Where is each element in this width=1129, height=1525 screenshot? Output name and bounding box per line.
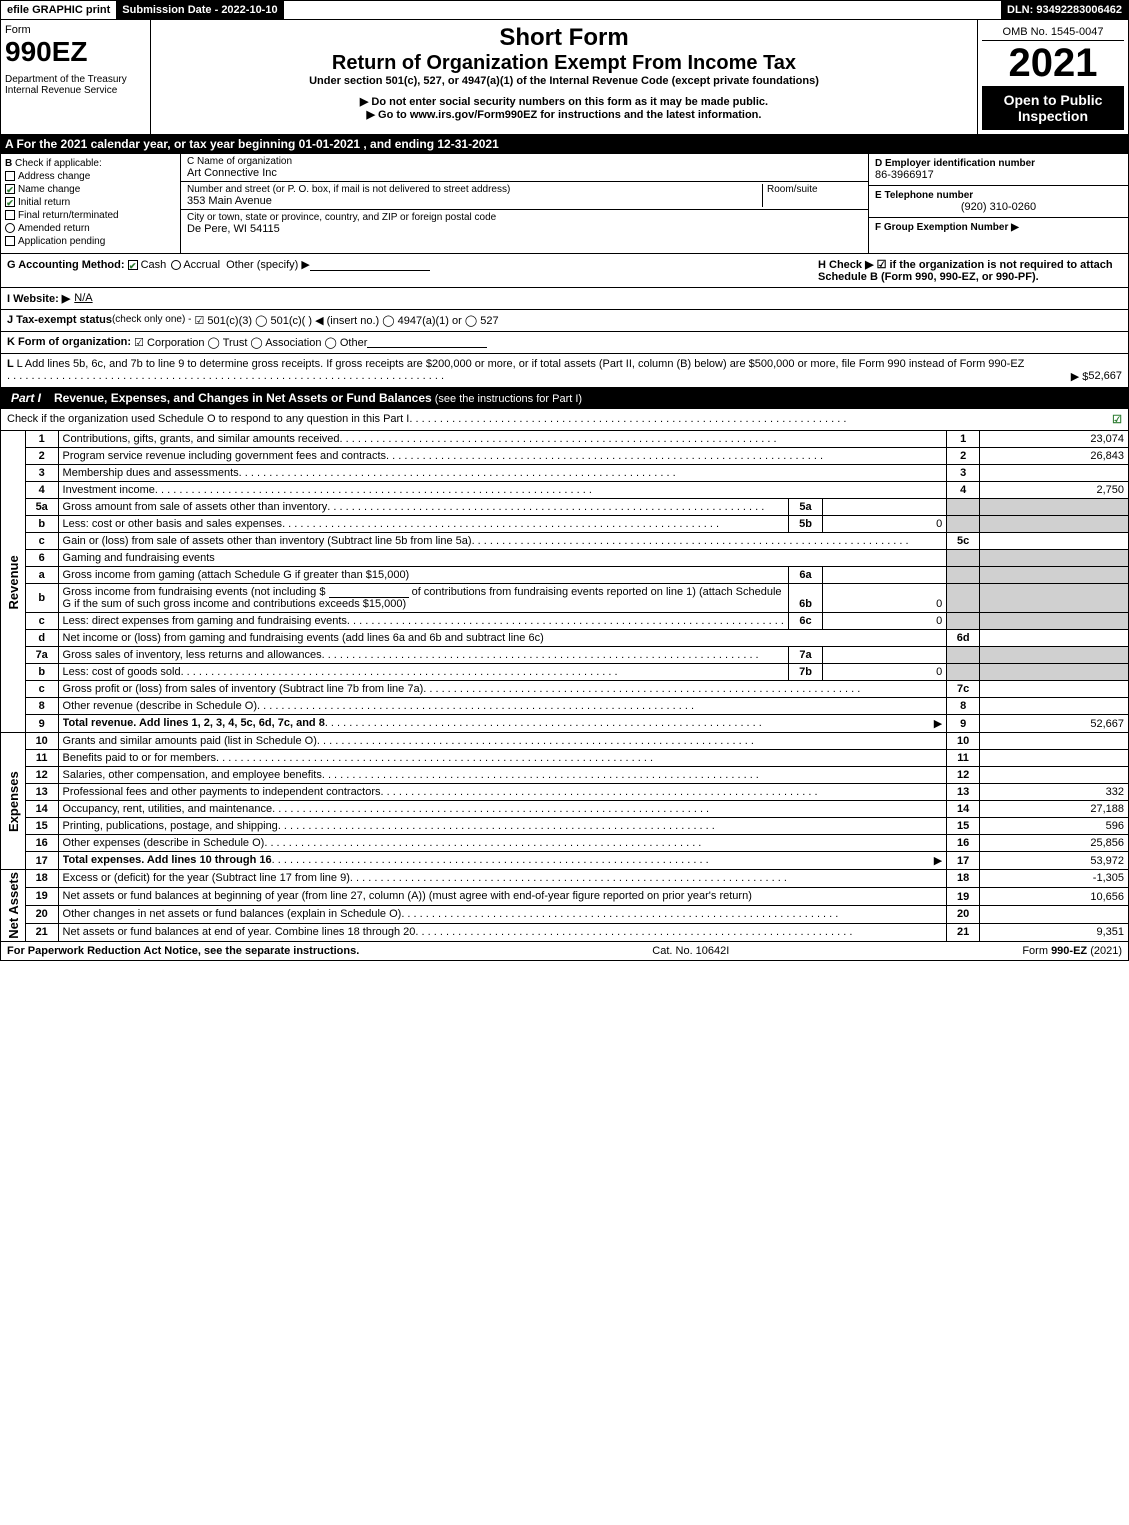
form-header: Form 990EZ Department of the Treasury In… [0, 20, 1129, 135]
section-d-identifiers: D Employer identification number 86-3966… [868, 154, 1128, 253]
line-6a: aGross income from gaming (attach Schedu… [1, 567, 1129, 584]
phone-label: E Telephone number [875, 190, 1122, 201]
top-bar: efile GRAPHIC print Submission Date - 20… [0, 0, 1129, 20]
check-address-change[interactable]: Address change [5, 171, 176, 182]
part-1-check-row: Check if the organization used Schedule … [0, 409, 1129, 431]
line-3: 3Membership dues and assessments3 [1, 465, 1129, 482]
row-k-form-of-org: K Form of organization: ☑ Corporation ◯ … [0, 332, 1129, 354]
ein-label: D Employer identification number [875, 158, 1122, 169]
line-11: 11Benefits paid to or for members11 [1, 750, 1129, 767]
section-c-org-info: C Name of organization Art Connective In… [181, 154, 868, 253]
org-city: De Pere, WI 54115 [187, 223, 862, 235]
org-name-label: C Name of organization [187, 156, 862, 167]
goto-link[interactable]: ▶ Go to www.irs.gov/Form990EZ for instru… [155, 108, 973, 121]
line-2: 2Program service revenue including gover… [1, 448, 1129, 465]
submission-date: Submission Date - 2022-10-10 [116, 1, 283, 19]
dln-label: DLN: 93492283006462 [1001, 1, 1128, 19]
check-application-pending[interactable]: Application pending [5, 236, 176, 247]
line-10: Expenses 10Grants and similar amounts pa… [1, 733, 1129, 750]
gross-receipts-value: 52,667 [1088, 370, 1122, 383]
line-6b: bGross income from fundraising events (n… [1, 584, 1129, 613]
short-form-title: Short Form [155, 24, 973, 52]
line-16: 16Other expenses (describe in Schedule O… [1, 835, 1129, 852]
line-8: 8Other revenue (describe in Schedule O)8 [1, 698, 1129, 715]
vert-net-assets: Net Assets [1, 870, 26, 942]
val-1: 23,074 [980, 431, 1129, 448]
form-word: Form [5, 24, 146, 36]
line-14: 14Occupancy, rent, utilities, and mainte… [1, 801, 1129, 818]
header-center: Short Form Return of Organization Exempt… [151, 20, 978, 134]
row-i-website: I Website: ▶ N/A [0, 288, 1129, 310]
tax-year: 2021 [982, 41, 1124, 86]
row-gh: G Accounting Method: ✔Cash Accrual Other… [0, 254, 1129, 288]
city-label: City or town, state or province, country… [187, 212, 862, 223]
row-l-gross-receipts: L L Add lines 5b, 6c, and 7b to line 9 t… [0, 354, 1129, 388]
part-1-header: Part I Revenue, Expenses, and Changes in… [0, 388, 1129, 409]
info-block: B Check if applicable: Address change ✔N… [0, 154, 1129, 254]
line-7c: cGross profit or (loss) from sales of in… [1, 681, 1129, 698]
group-exemption-label: F Group Exemption Number ▶ [875, 222, 1122, 233]
no-ssn-warning: ▶ Do not enter social security numbers o… [155, 95, 973, 108]
check-initial-return[interactable]: ✔Initial return [5, 197, 176, 208]
line-9: 9Total revenue. Add lines 1, 2, 3, 4, 5c… [1, 715, 1129, 733]
page-footer: For Paperwork Reduction Act Notice, see … [0, 942, 1129, 961]
dept-label: Department of the Treasury Internal Reve… [5, 74, 146, 96]
footer-cat-no: Cat. No. 10642I [652, 945, 729, 957]
line-4: 4Investment income42,750 [1, 482, 1129, 499]
line-17: 17Total expenses. Add lines 10 through 1… [1, 852, 1129, 870]
org-name: Art Connective Inc [187, 167, 862, 179]
section-b-checkboxes: B Check if applicable: Address change ✔N… [1, 154, 181, 253]
line-18: Net Assets 18Excess or (deficit) for the… [1, 870, 1129, 888]
check-amended-return[interactable]: Amended return [5, 223, 176, 234]
schedule-o-check[interactable]: ☑ [1112, 413, 1122, 426]
line-5c: cGain or (loss) from sale of assets othe… [1, 533, 1129, 550]
open-public-inspection: Open to Public Inspection [982, 86, 1124, 130]
org-street: 353 Main Avenue [187, 195, 762, 207]
line-15: 15Printing, publications, postage, and s… [1, 818, 1129, 835]
line-5b: bLess: cost or other basis and sales exp… [1, 516, 1129, 533]
line-a-tax-year: A For the 2021 calendar year, or tax yea… [0, 135, 1129, 154]
line-20: 20Other changes in net assets or fund ba… [1, 905, 1129, 923]
line-5a: 5aGross amount from sale of assets other… [1, 499, 1129, 516]
footer-form-ref: Form 990-EZ (2021) [1022, 945, 1122, 957]
form-number: 990EZ [5, 36, 146, 68]
line-12: 12Salaries, other compensation, and empl… [1, 767, 1129, 784]
line-6c: cLess: direct expenses from gaming and f… [1, 613, 1129, 630]
header-left: Form 990EZ Department of the Treasury In… [1, 20, 151, 134]
line-7a: 7aGross sales of inventory, less returns… [1, 647, 1129, 664]
line-19: 19Net assets or fund balances at beginni… [1, 887, 1129, 905]
omb-no: OMB No. 1545-0047 [982, 24, 1124, 41]
website-value: N/A [74, 292, 92, 305]
under-section: Under section 501(c), 527, or 4947(a)(1)… [155, 75, 973, 87]
g-label: G Accounting Method: [7, 259, 125, 271]
row-j-tax-status: J Tax-exempt status (check only one) - ☑… [0, 310, 1129, 332]
efile-label[interactable]: efile GRAPHIC print [1, 1, 116, 19]
ein-value: 86-3966917 [875, 169, 1122, 181]
line-6d: dNet income or (loss) from gaming and fu… [1, 630, 1129, 647]
vert-expenses: Expenses [1, 733, 26, 870]
line-6: 6Gaming and fundraising events [1, 550, 1129, 567]
header-right: OMB No. 1545-0047 2021 Open to Public In… [978, 20, 1128, 134]
footer-paperwork: For Paperwork Reduction Act Notice, see … [7, 945, 359, 957]
part-1-table: Revenue 1 Contributions, gifts, grants, … [0, 431, 1129, 942]
phone-value: (920) 310-0260 [875, 201, 1122, 213]
check-name-change[interactable]: ✔Name change [5, 184, 176, 195]
line-21: 21Net assets or fund balances at end of … [1, 923, 1129, 941]
line-1: Revenue 1 Contributions, gifts, grants, … [1, 431, 1129, 448]
section-h: H Check ▶ ☑ if the organization is not r… [812, 258, 1122, 283]
line-7b: bLess: cost of goods sold7b0 [1, 664, 1129, 681]
check-final-return[interactable]: Final return/terminated [5, 210, 176, 221]
main-title: Return of Organization Exempt From Incom… [155, 52, 973, 75]
line-13: 13Professional fees and other payments t… [1, 784, 1129, 801]
street-label: Number and street (or P. O. box, if mail… [187, 184, 762, 195]
room-label: Room/suite [767, 184, 862, 195]
vert-revenue: Revenue [1, 431, 26, 733]
